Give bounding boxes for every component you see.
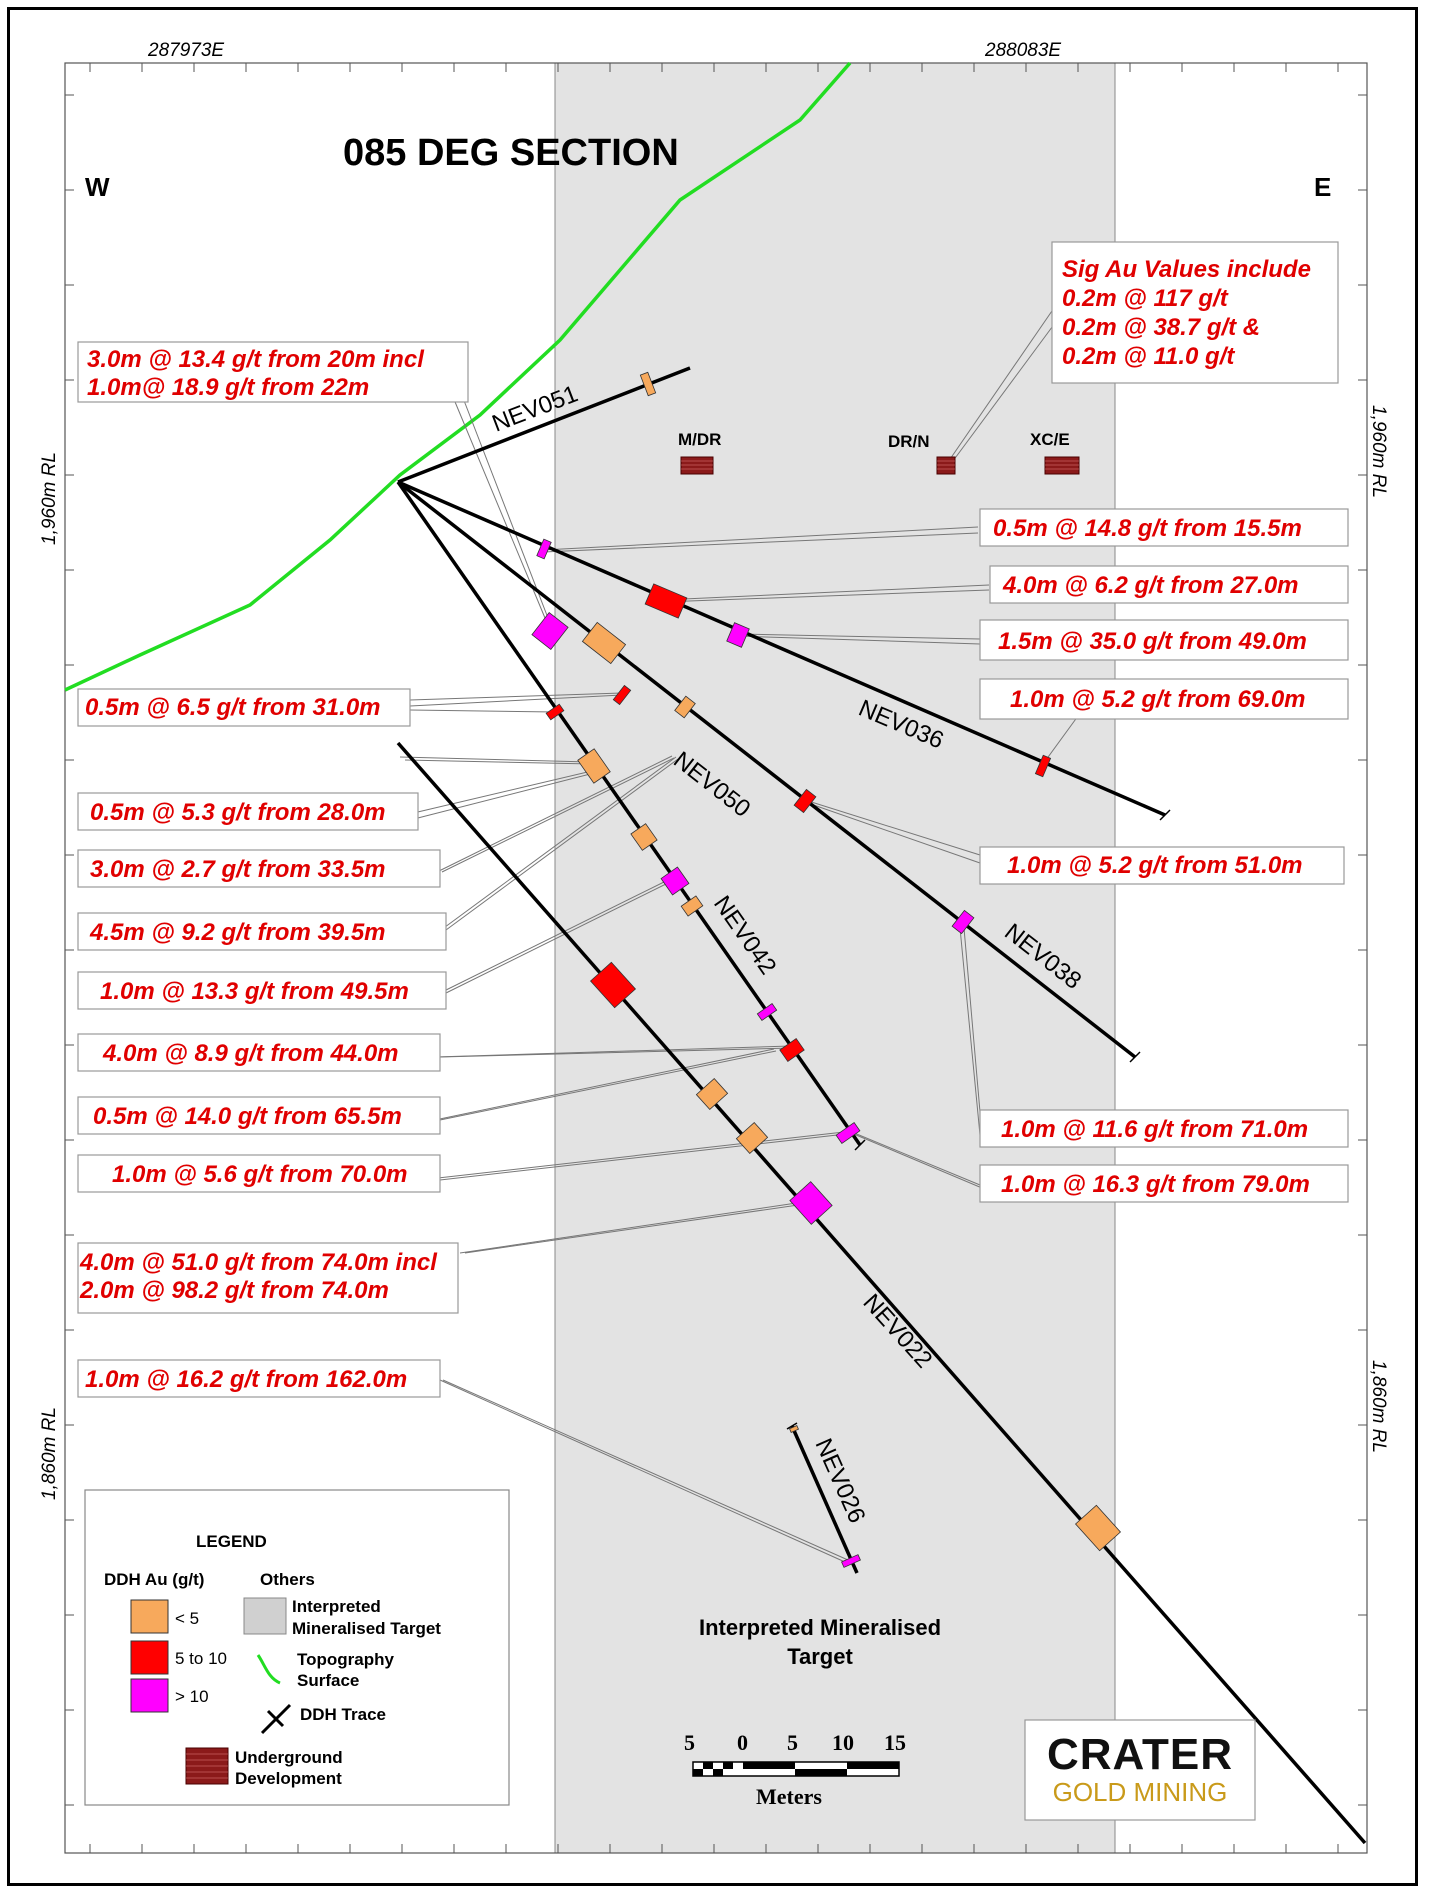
logo-bottom-text: GOLD MINING bbox=[1053, 1777, 1228, 1807]
intercept-left-7: 4.0m @ 8.9 g/t from 44.0m bbox=[102, 1040, 399, 1067]
legend-label-lt5: < 5 bbox=[175, 1609, 199, 1628]
intercept-right-7: 1.0m @ 16.3 g/t from 79.0m bbox=[1001, 1171, 1310, 1198]
scale-tick-0: 5 bbox=[684, 1730, 695, 1755]
dev-label-md: M/DR bbox=[678, 430, 721, 449]
legend-swatch-lt5 bbox=[130, 1599, 169, 1634]
legend-others-heading: Others bbox=[260, 1570, 315, 1589]
intercept-left-1b: 1.0m@ 18.9 g/t from 22m bbox=[87, 374, 369, 401]
intercept-right-4: 1.0m @ 5.2 g/t from 69.0m bbox=[1010, 686, 1306, 713]
intercept-right-6: 1.0m @ 11.6 g/t from 71.0m bbox=[1001, 1116, 1308, 1143]
annotation-boxes bbox=[77, 241, 1349, 1398]
rl-label-lower-left: 1,860m RL bbox=[39, 1407, 60, 1500]
sig-au-line-1: 0.2m @ 117 g/t bbox=[1062, 285, 1229, 312]
intercept-left-11: 1.0m @ 16.2 g/t from 162.0m bbox=[85, 1366, 407, 1393]
legend-swatch-gt10 bbox=[130, 1678, 169, 1713]
dev-md bbox=[680, 456, 714, 475]
easting-label-1: 287973E bbox=[147, 40, 224, 61]
intercept-left-9: 1.0m @ 5.6 g/t from 70.0m bbox=[112, 1161, 408, 1188]
legend-topo-line bbox=[256, 1654, 281, 1685]
intercept-left-1a: 3.0m @ 13.4 g/t from 20m incl bbox=[87, 346, 425, 373]
compass-east: E bbox=[1314, 172, 1331, 202]
map-border bbox=[64, 62, 1368, 1854]
easting-label-2: 288083E bbox=[984, 40, 1061, 61]
drill-traces bbox=[396, 366, 1367, 1845]
section-title: 085 DEG SECTION bbox=[343, 132, 679, 174]
scale-tick-3: 10 bbox=[832, 1730, 854, 1755]
figure-frame bbox=[7, 7, 1418, 1886]
legend-topo-line-2: Surface bbox=[297, 1671, 359, 1690]
legend: LEGEND DDH Au (g/t) Others < 5 5 to 10 >… bbox=[84, 1489, 510, 1806]
legend-ddh-tick bbox=[266, 1709, 285, 1728]
scale-unit: Meters bbox=[756, 1784, 822, 1809]
axis-ticks bbox=[65, 63, 1367, 1853]
legend-ug-line-1: Underground bbox=[235, 1748, 343, 1767]
intercept-left-5: 4.5m @ 9.2 g/t from 39.5m bbox=[89, 919, 386, 946]
intercept-left-4: 3.0m @ 2.7 g/t from 33.5m bbox=[90, 856, 386, 883]
intercept-left-10b: 2.0m @ 98.2 g/t from 74.0m bbox=[79, 1277, 389, 1304]
scale-tick-4: 15 bbox=[884, 1730, 906, 1755]
scale-tick-1: 0 bbox=[737, 1730, 748, 1755]
topography-surface bbox=[64, 61, 852, 692]
dev-xce bbox=[1044, 456, 1080, 475]
legend-swatch-target bbox=[243, 1597, 287, 1635]
rl-label-lower-right: 1,860m RL bbox=[1368, 1360, 1389, 1453]
sig-au-line-2: 0.2m @ 38.7 g/t & bbox=[1062, 314, 1260, 341]
legend-topo-line-1: Topography bbox=[297, 1650, 394, 1669]
target-label-line-1: Interpreted Mineralised bbox=[699, 1615, 941, 1640]
assay-intervals bbox=[531, 371, 1122, 1568]
legend-swatch-5to10 bbox=[130, 1640, 169, 1675]
intercept-left-10a: 4.0m @ 51.0 g/t from 74.0m incl bbox=[79, 1249, 438, 1276]
legend-ug-line-2: Development bbox=[235, 1769, 342, 1788]
leader-lines bbox=[399, 291, 1079, 1563]
legend-target-line-2: Mineralised Target bbox=[292, 1619, 441, 1638]
intercept-left-6: 1.0m @ 13.3 g/t from 49.5m bbox=[100, 978, 409, 1005]
scale-bar: 5 0 5 10 15 Meters bbox=[684, 1730, 906, 1809]
dev-label-drn: DR/N bbox=[888, 432, 930, 451]
compass-west: W bbox=[85, 172, 110, 202]
legend-ddh-label: DDH Trace bbox=[300, 1705, 386, 1724]
legend-au-heading: DDH Au (g/t) bbox=[104, 1570, 204, 1589]
target-label-line-2: Target bbox=[787, 1644, 853, 1669]
intercept-left-3: 0.5m @ 5.3 g/t from 28.0m bbox=[90, 799, 386, 826]
dev-label-xce: XC/E bbox=[1030, 430, 1070, 449]
trace-end-ticks bbox=[786, 809, 1171, 1430]
rl-label-upper-left: 1,960m RL bbox=[39, 452, 60, 545]
intercept-right-1: 0.5m @ 14.8 g/t from 15.5m bbox=[993, 515, 1302, 542]
sig-au-line-3: 0.2m @ 11.0 g/t bbox=[1062, 343, 1235, 370]
intercept-right-5: 1.0m @ 5.2 g/t from 51.0m bbox=[1007, 852, 1303, 879]
legend-label-5to10: 5 to 10 bbox=[175, 1649, 227, 1668]
dev-drn bbox=[936, 456, 956, 475]
legend-target-line-1: Interpreted bbox=[292, 1597, 381, 1616]
logo-top-text: CRATER bbox=[1047, 1730, 1233, 1779]
rl-label-upper-right: 1,960m RL bbox=[1368, 405, 1389, 498]
intercept-right-2: 4.0m @ 6.2 g/t from 27.0m bbox=[1002, 572, 1299, 599]
scale-tick-2: 5 bbox=[787, 1730, 798, 1755]
intercept-left-8: 0.5m @ 14.0 g/t from 65.5m bbox=[93, 1103, 402, 1130]
intercept-right-3: 1.5m @ 35.0 g/t from 49.0m bbox=[998, 628, 1307, 655]
legend-title: LEGEND bbox=[196, 1532, 267, 1551]
legend-label-gt10: > 10 bbox=[175, 1687, 209, 1706]
underground-development: M/DR DR/N XC/E bbox=[678, 430, 1080, 475]
intercept-left-2: 0.5m @ 6.5 g/t from 31.0m bbox=[85, 694, 381, 721]
sig-au-heading: Sig Au Values include bbox=[1062, 256, 1311, 283]
company-logo: CRATER GOLD MINING bbox=[1024, 1719, 1256, 1821]
